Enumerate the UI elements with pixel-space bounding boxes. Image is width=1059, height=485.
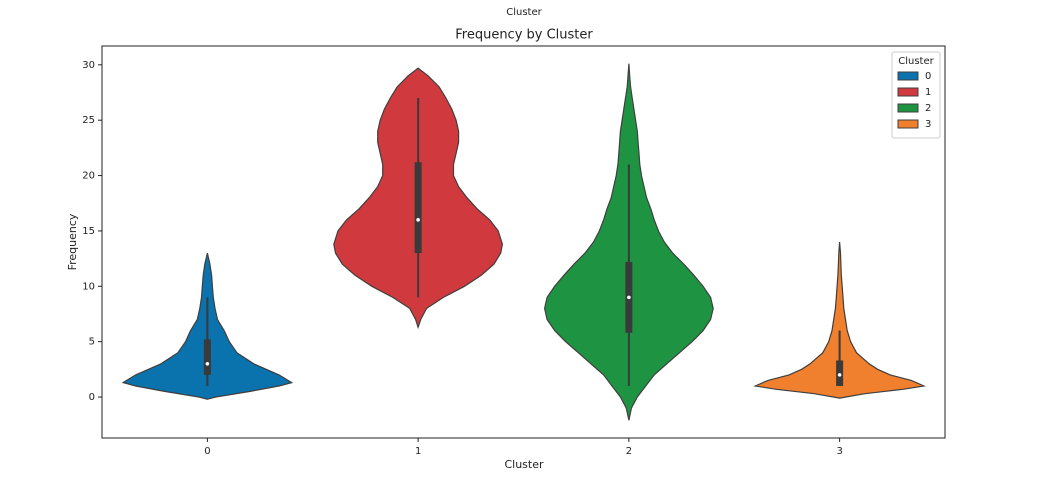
legend-label: 2 <box>925 103 931 114</box>
legend-swatch <box>897 87 919 97</box>
legend-label: 0 <box>925 71 931 82</box>
x-tick-label: 3 <box>836 446 842 457</box>
x-tick-label: 1 <box>415 446 421 457</box>
legend-swatch <box>897 103 919 113</box>
y-tick-label: 5 <box>89 337 95 348</box>
suptitle: Cluster <box>506 7 542 18</box>
x-tick-label: 2 <box>626 446 632 457</box>
chart-title: Frequency by Cluster <box>455 28 593 43</box>
y-tick-label: 0 <box>89 392 95 403</box>
median <box>205 362 210 366</box>
legend-swatch <box>897 119 919 129</box>
x-axis-label: Cluster <box>504 458 544 471</box>
box <box>414 162 422 254</box>
x-tick-label: 0 <box>204 446 210 457</box>
y-tick-label: 10 <box>82 281 95 292</box>
legend-title: Cluster <box>898 56 934 67</box>
median <box>837 373 842 377</box>
legend-swatch <box>897 71 919 81</box>
y-tick-label: 20 <box>82 171 95 182</box>
median <box>627 295 631 300</box>
plot-frame <box>101 45 946 439</box>
legend-label: 1 <box>925 87 931 98</box>
violin-body <box>753 241 927 399</box>
y-tick-label: 30 <box>82 60 95 71</box>
y-axis-label: Frequency <box>66 213 79 270</box>
y-tick-label: 25 <box>82 115 95 126</box>
y-tick-label: 15 <box>82 226 95 237</box>
box <box>203 339 211 375</box>
median <box>416 218 420 222</box>
legend-label: 3 <box>925 119 931 130</box>
